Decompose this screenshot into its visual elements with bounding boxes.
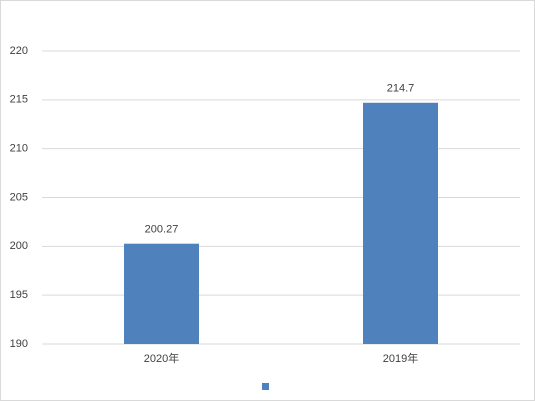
bar: [363, 102, 438, 344]
y-tick-label: 200: [10, 240, 28, 252]
data-label: 214.7: [387, 83, 415, 95]
x-tick-label: 2020年: [144, 351, 179, 365]
legend-marker: [262, 383, 269, 390]
x-tick-label: 2019年: [383, 351, 418, 365]
y-tick-label: 190: [10, 338, 28, 350]
y-tick-label: 210: [10, 143, 28, 155]
bar: [124, 243, 199, 344]
y-tick-label: 195: [10, 289, 28, 301]
y-tick-label: 220: [10, 45, 28, 57]
data-label: 200.27: [145, 224, 179, 236]
y-tick-label: 205: [10, 191, 28, 203]
y-tick-label: 215: [10, 94, 28, 106]
